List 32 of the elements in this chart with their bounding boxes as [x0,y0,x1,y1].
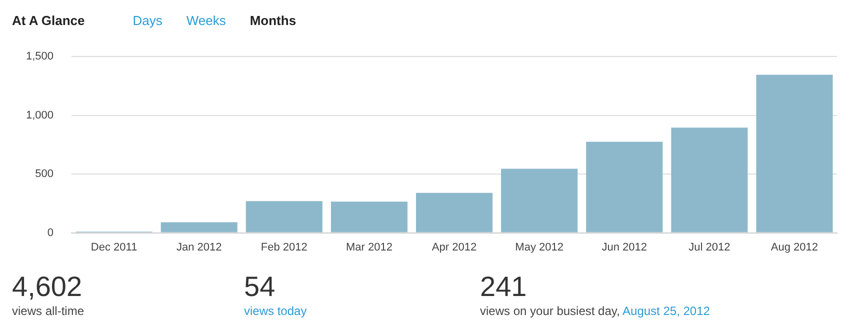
y-tick-label: 1,000 [26,109,54,122]
x-tick-label: Apr 2012 [432,241,477,254]
y-tick-label: 500 [35,168,54,180]
text: Weeks [186,12,226,28]
text: 4,602 [12,271,84,302]
text: views today [244,304,308,318]
text: Days [132,12,162,28]
text: August 25, 2012 [622,304,710,318]
text: 241 [480,271,528,302]
bar [246,201,322,232]
bar [586,142,663,232]
bar [330,202,408,232]
bar [416,192,493,232]
x-tick-label: Jul 2012 [688,241,730,254]
x-tick-label: May 2012 [515,241,564,254]
bar [756,74,833,232]
x-tick-label: Feb 2012 [260,241,308,254]
text: views on your busiest day, [480,304,620,318]
x-tick-label: Jun 2012 [602,241,647,254]
x-tick-label: Aug 2012 [770,241,818,254]
bar [501,168,578,232]
x-tick-label: Mar 2012 [346,241,392,254]
x-tick-label: Dec 2011 [90,241,138,254]
y-tick-label: 0 [47,226,54,239]
bar [671,128,748,232]
text: Months [250,12,296,28]
y-tick-label: 1,500 [26,50,54,63]
text: 54 [244,271,276,302]
bar [160,222,238,232]
x-tick-label: Jan 2012 [176,241,222,254]
text: views all-time [12,304,86,318]
chart-title: At A Glance [12,12,85,28]
